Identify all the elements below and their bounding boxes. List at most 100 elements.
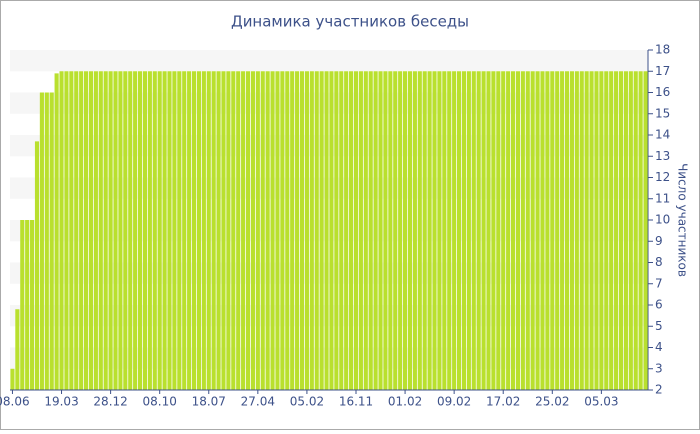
bar xyxy=(510,71,516,390)
bar xyxy=(515,71,521,390)
bar xyxy=(481,71,486,390)
bar xyxy=(290,71,295,390)
bar xyxy=(589,71,594,390)
y-tick-label: 15 xyxy=(655,106,670,120)
bar xyxy=(574,71,579,390)
bar xyxy=(422,71,427,390)
y-tick-label: 3 xyxy=(655,361,663,375)
bar xyxy=(584,71,589,390)
bar xyxy=(128,71,133,390)
bar xyxy=(20,220,25,390)
bar xyxy=(108,71,113,390)
bar xyxy=(618,71,624,390)
bar xyxy=(211,71,216,390)
bar xyxy=(501,71,506,390)
bar xyxy=(319,71,324,390)
x-tick-label: 01.02 xyxy=(388,395,422,409)
bar xyxy=(177,71,182,390)
y-tick-label: 5 xyxy=(655,319,663,333)
bar xyxy=(74,71,79,390)
bar xyxy=(545,71,550,390)
bar xyxy=(260,71,265,390)
bar xyxy=(49,92,54,390)
bar xyxy=(15,309,20,390)
bar xyxy=(628,71,633,390)
bar xyxy=(353,71,359,390)
bar xyxy=(452,71,457,390)
bar xyxy=(255,71,260,390)
bar xyxy=(25,220,30,390)
bar xyxy=(535,71,540,390)
bar xyxy=(486,71,491,390)
bar xyxy=(599,71,604,390)
bar xyxy=(368,71,373,390)
bar xyxy=(412,71,417,390)
y-tick-label: 18 xyxy=(655,43,670,57)
bar xyxy=(604,71,609,390)
bar xyxy=(79,71,84,390)
bar xyxy=(579,71,584,390)
bar xyxy=(403,71,408,390)
bar xyxy=(569,71,574,390)
bar xyxy=(427,71,432,390)
y-tick-label: 4 xyxy=(655,340,663,354)
bar xyxy=(226,71,231,390)
bar xyxy=(383,71,388,390)
y-tick-label: 16 xyxy=(655,85,670,99)
bar xyxy=(236,71,241,390)
bar xyxy=(555,71,560,390)
y-axis-title: Число участников xyxy=(676,163,690,277)
x-tick-label: 27.04 xyxy=(241,395,275,409)
x-tick-label: 19.03 xyxy=(44,395,78,409)
bar xyxy=(417,71,422,390)
bar xyxy=(280,71,285,390)
bar xyxy=(172,71,177,390)
bar xyxy=(643,71,648,390)
bar xyxy=(378,71,383,390)
y-tick-label: 8 xyxy=(655,255,663,269)
bar xyxy=(466,71,471,390)
bar xyxy=(304,71,309,390)
bar xyxy=(98,71,103,390)
bar xyxy=(358,71,363,390)
bar xyxy=(349,71,354,390)
bar xyxy=(363,71,368,390)
bar xyxy=(442,71,447,390)
y-tick-label: 7 xyxy=(655,276,663,290)
y-tick-label: 14 xyxy=(655,128,670,142)
bar xyxy=(496,71,501,390)
bar xyxy=(221,71,226,390)
bar xyxy=(393,71,398,390)
y-tick-label: 13 xyxy=(655,149,670,163)
bar xyxy=(84,71,89,390)
bar xyxy=(525,71,530,390)
bar xyxy=(437,71,442,390)
bar xyxy=(339,71,344,390)
bar xyxy=(540,71,545,390)
bar xyxy=(201,71,206,390)
bar xyxy=(329,71,334,390)
x-tick-label: 18.07 xyxy=(192,395,226,409)
y-tick-label: 11 xyxy=(655,191,670,205)
x-tick-label: 05.03 xyxy=(584,395,618,409)
bar xyxy=(88,71,94,390)
bar xyxy=(250,71,255,390)
bar xyxy=(314,71,319,390)
bar xyxy=(44,92,49,390)
bar xyxy=(594,71,599,390)
bar xyxy=(398,71,403,390)
bar xyxy=(69,71,74,390)
bar xyxy=(564,71,570,390)
bar xyxy=(103,71,108,390)
bar xyxy=(560,71,565,390)
y-tick-label: 9 xyxy=(655,234,663,248)
bar xyxy=(476,71,481,390)
bar xyxy=(550,71,555,390)
x-tick-label: 08.06 xyxy=(0,395,30,409)
bar xyxy=(245,71,251,390)
bar xyxy=(491,71,496,390)
bar xyxy=(334,71,339,390)
bar xyxy=(309,71,314,390)
x-tick-label: 28.12 xyxy=(93,395,127,409)
bar xyxy=(64,71,69,390)
